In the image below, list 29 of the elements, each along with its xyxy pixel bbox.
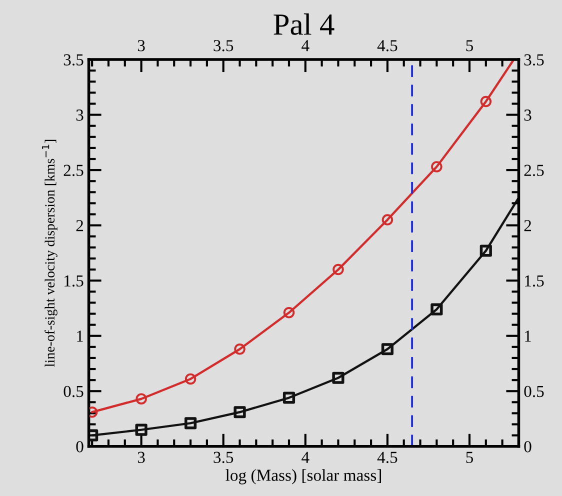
x-tick-label: 3 xyxy=(138,452,145,463)
y-tick-label: 1.5 xyxy=(64,275,84,287)
y2-tick-label: 0.5 xyxy=(524,386,544,398)
y2-tick-label: 3 xyxy=(524,110,532,121)
x2-tick-label: 4 xyxy=(302,40,310,52)
x2-tick-label: 4.5 xyxy=(377,40,398,52)
y-tick-label: 2 xyxy=(76,220,84,232)
y2-tick-label: 1.5 xyxy=(525,275,544,287)
y-tick-label: 3.5 xyxy=(64,54,84,66)
chart-title: Pal 4 xyxy=(274,13,334,35)
x2-tick-label: 5 xyxy=(466,40,474,52)
y-tick-label: 1 xyxy=(77,330,83,342)
x-tick-label: 3.5 xyxy=(214,452,234,464)
y-tick-label: 3 xyxy=(76,110,84,121)
x-tick-label: 4 xyxy=(302,452,310,463)
x2-tick-label: 3.5 xyxy=(214,40,234,52)
y2-tick-label: 1 xyxy=(525,330,531,342)
x-tick-label: 5 xyxy=(466,452,474,463)
y2-tick-label: 2 xyxy=(524,220,531,232)
y-axis-title: line-of-sight velocity dispersion [kms$^{−1}$] xyxy=(42,140,58,367)
y2-tick-label: 2.5 xyxy=(524,164,544,176)
y-tick-label: 2.5 xyxy=(64,164,84,176)
x2-tick-label: 3 xyxy=(138,40,145,52)
y-tick-label: 0 xyxy=(76,441,84,452)
x-tick-label: 4.5 xyxy=(377,452,398,464)
y2-tick-label: 3.5 xyxy=(524,54,544,66)
y-tick-label: 0.5 xyxy=(64,386,84,398)
x-axis-title: log (Mass) [solar mass] xyxy=(226,469,381,484)
y2-tick-label: 0 xyxy=(524,441,532,452)
